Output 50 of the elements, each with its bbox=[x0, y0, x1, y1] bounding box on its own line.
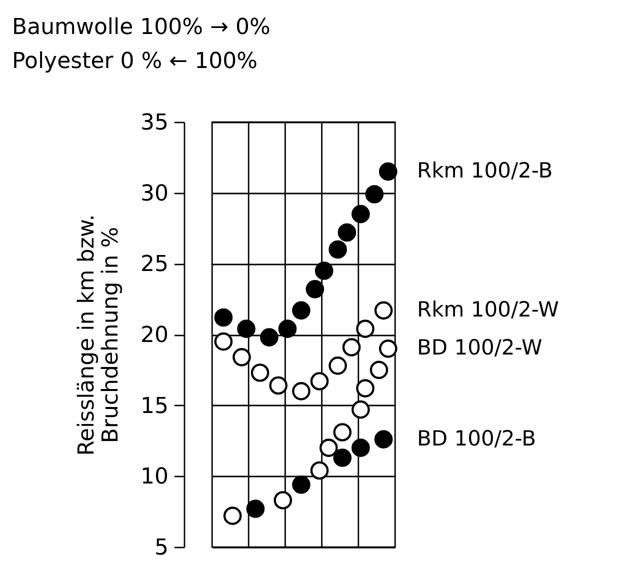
point bbox=[223, 506, 242, 525]
point bbox=[352, 438, 370, 457]
point bbox=[292, 382, 310, 400]
point bbox=[292, 476, 310, 494]
point bbox=[232, 348, 251, 366]
series-label: BD 100/2-B bbox=[417, 426, 536, 450]
point bbox=[328, 356, 347, 375]
point bbox=[328, 240, 347, 259]
y-tick-label: 15 bbox=[140, 394, 168, 419]
point bbox=[352, 204, 370, 224]
point bbox=[378, 162, 398, 181]
y-tick-label: 35 bbox=[140, 110, 168, 136]
point bbox=[237, 320, 256, 338]
y-tick-label: 25 bbox=[140, 252, 168, 278]
point bbox=[374, 430, 393, 448]
point bbox=[292, 301, 310, 320]
point bbox=[314, 262, 334, 280]
point bbox=[214, 308, 233, 327]
point bbox=[246, 500, 265, 518]
series-label: Rkm 100/2-W bbox=[417, 297, 560, 322]
point bbox=[260, 328, 278, 346]
point bbox=[352, 400, 370, 419]
y-tick-label: 10 bbox=[140, 464, 168, 490]
point bbox=[306, 280, 324, 298]
y-tick-label: 5 bbox=[154, 536, 168, 560]
point bbox=[274, 491, 292, 510]
point bbox=[333, 448, 352, 467]
point bbox=[338, 223, 356, 242]
point bbox=[250, 364, 270, 382]
y-axis-title: Reisslänge in km bzw. Bruchdehnung in % bbox=[74, 214, 124, 456]
point bbox=[214, 332, 233, 351]
chart-title: Baumwolle 100% → 0% bbox=[12, 15, 270, 40]
point bbox=[269, 376, 288, 395]
point bbox=[374, 301, 393, 320]
y-tick-label: 30 bbox=[140, 181, 168, 206]
point bbox=[370, 360, 388, 380]
y-tick-label: 20 bbox=[140, 323, 168, 348]
point bbox=[365, 185, 384, 204]
point bbox=[356, 320, 374, 338]
point bbox=[378, 340, 398, 358]
point bbox=[320, 438, 338, 457]
series-label: Rkm 100/2-B bbox=[417, 158, 553, 183]
point bbox=[278, 320, 297, 338]
series-label: BD 100/2-W bbox=[417, 336, 542, 360]
point bbox=[333, 423, 352, 442]
chart-subtitle: Polyester 0 % ← 100% bbox=[12, 49, 258, 74]
point bbox=[310, 461, 329, 480]
point bbox=[356, 379, 374, 398]
point bbox=[310, 372, 329, 390]
point bbox=[342, 338, 361, 356]
